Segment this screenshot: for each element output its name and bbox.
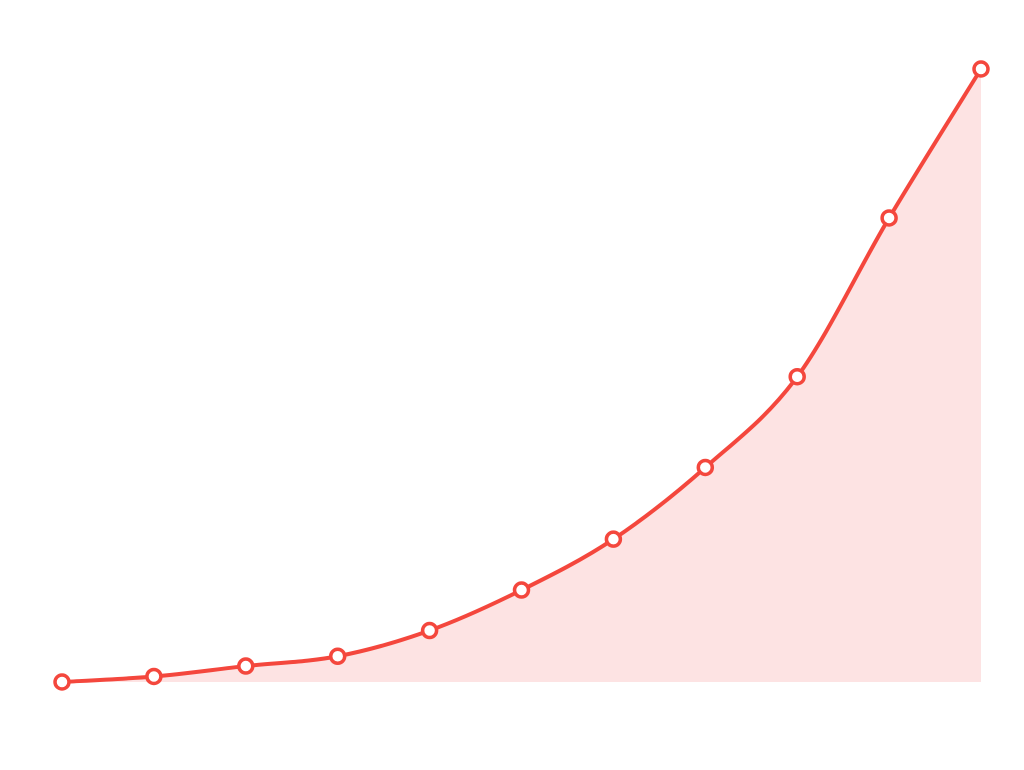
series-area-fill (62, 69, 981, 682)
data-point (696, 458, 715, 477)
data-point (788, 367, 806, 386)
data-point (972, 60, 990, 78)
data-point (53, 673, 71, 691)
data-point (145, 667, 163, 686)
data-point (604, 530, 623, 548)
data-point (328, 647, 347, 666)
data-points (53, 60, 990, 691)
data-point (880, 209, 898, 227)
data-point (420, 621, 439, 640)
data-point (237, 657, 255, 675)
data-point (512, 581, 531, 599)
